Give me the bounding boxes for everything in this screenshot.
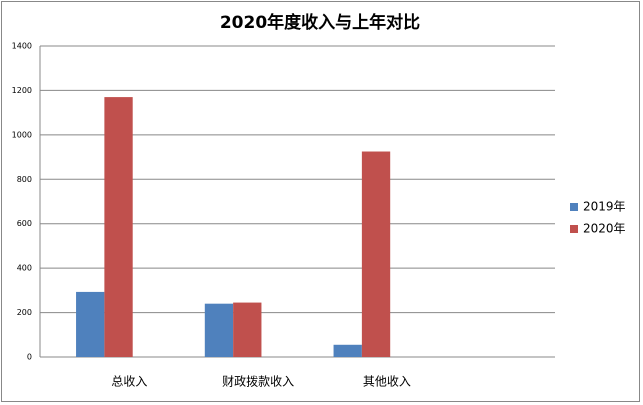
y-tick-label: 600 [17,219,32,228]
bar [104,97,133,357]
chart-title: 2020年度收入与上年对比 [220,12,420,33]
legend-label: 2020年 [583,222,626,236]
y-tick-label: 0 [27,353,32,362]
y-tick-label: 400 [17,264,32,273]
y-tick-label: 1000 [12,130,32,139]
y-tick-label: 200 [17,308,32,317]
bar [233,302,262,357]
y-tick-label: 1400 [12,42,32,51]
legend-swatch [570,203,578,211]
y-tick-label: 800 [17,175,32,184]
y-tick-label: 1200 [12,86,32,95]
x-tick-label: 总收入 [111,375,147,389]
x-tick-label: 财政拨款收入 [222,375,294,389]
bar [76,291,105,357]
bar [204,303,234,357]
legend-swatch [570,225,578,233]
x-tick-label: 其他收入 [363,375,411,389]
bar [333,344,362,357]
bar [361,151,391,357]
legend-label: 2019年 [583,200,626,214]
